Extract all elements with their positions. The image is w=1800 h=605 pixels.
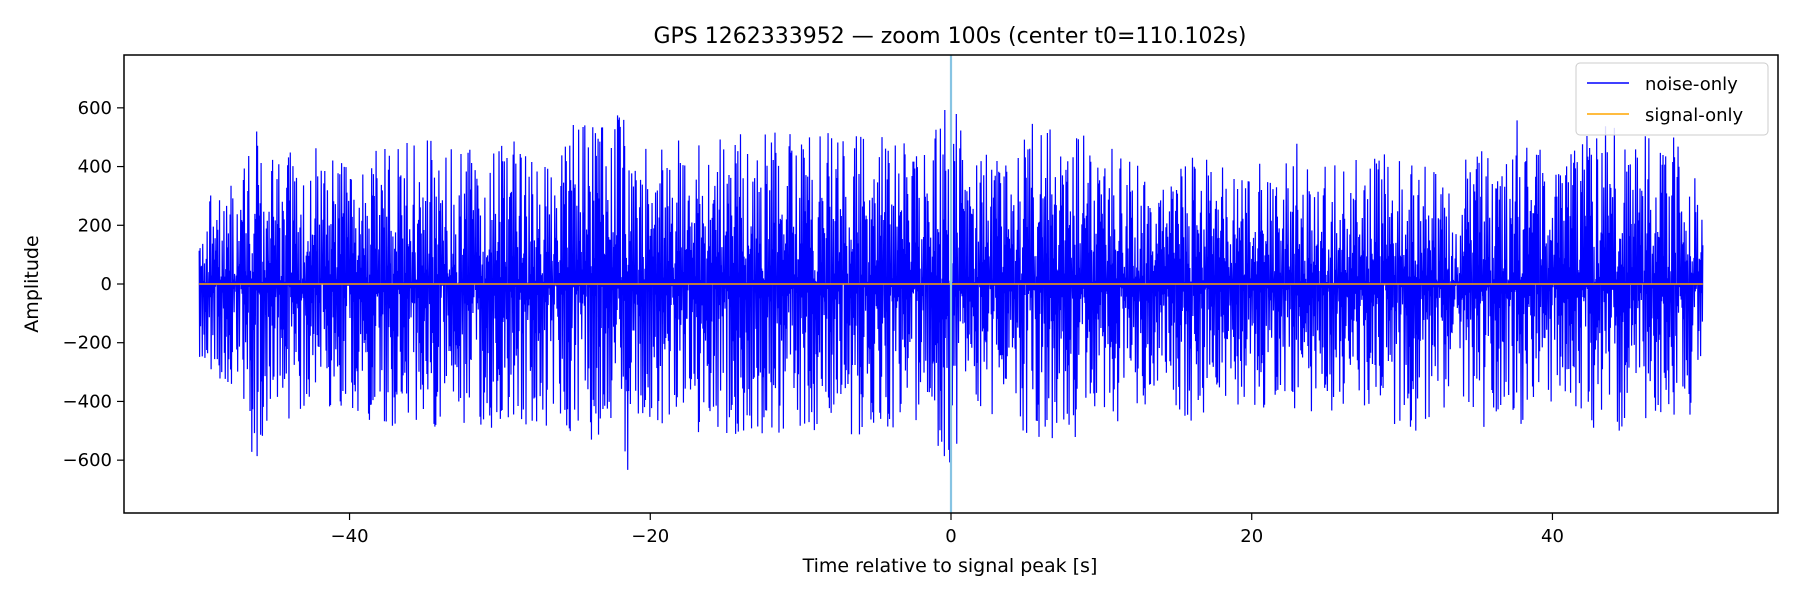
- chart-title: GPS 1262333952 — zoom 100s (center t0=11…: [653, 24, 1246, 49]
- legend-box: [1575, 62, 1769, 136]
- legend-label-signal-only: signal-only: [1645, 105, 1743, 126]
- y-tick-label: −600: [63, 450, 112, 471]
- y-tick-label: −200: [63, 333, 112, 354]
- x-axis: −40 −20 0 20 40: [331, 513, 1564, 547]
- x-tick-label: 20: [1240, 526, 1263, 547]
- y-tick-label: −400: [63, 391, 112, 412]
- x-tick-label: 0: [945, 526, 956, 547]
- legend-label-noise-only: noise-only: [1645, 74, 1738, 95]
- y-axis-label: Amplitude: [21, 235, 43, 332]
- y-tick-label: 0: [101, 274, 112, 295]
- y-axis: 600 400 200 0 −200 −400 −600: [63, 98, 124, 471]
- x-tick-label: −40: [331, 526, 369, 547]
- plot-area: [198, 55, 1704, 513]
- y-tick-label: 200: [78, 215, 112, 236]
- y-tick-label: 400: [78, 157, 112, 178]
- x-tick-label: 40: [1541, 526, 1564, 547]
- legend: noise-only signal-only: [1575, 62, 1769, 136]
- x-tick-label: −20: [631, 526, 669, 547]
- y-tick-label: 600: [78, 98, 112, 119]
- x-axis-label: Time relative to signal peak [s]: [802, 555, 1098, 577]
